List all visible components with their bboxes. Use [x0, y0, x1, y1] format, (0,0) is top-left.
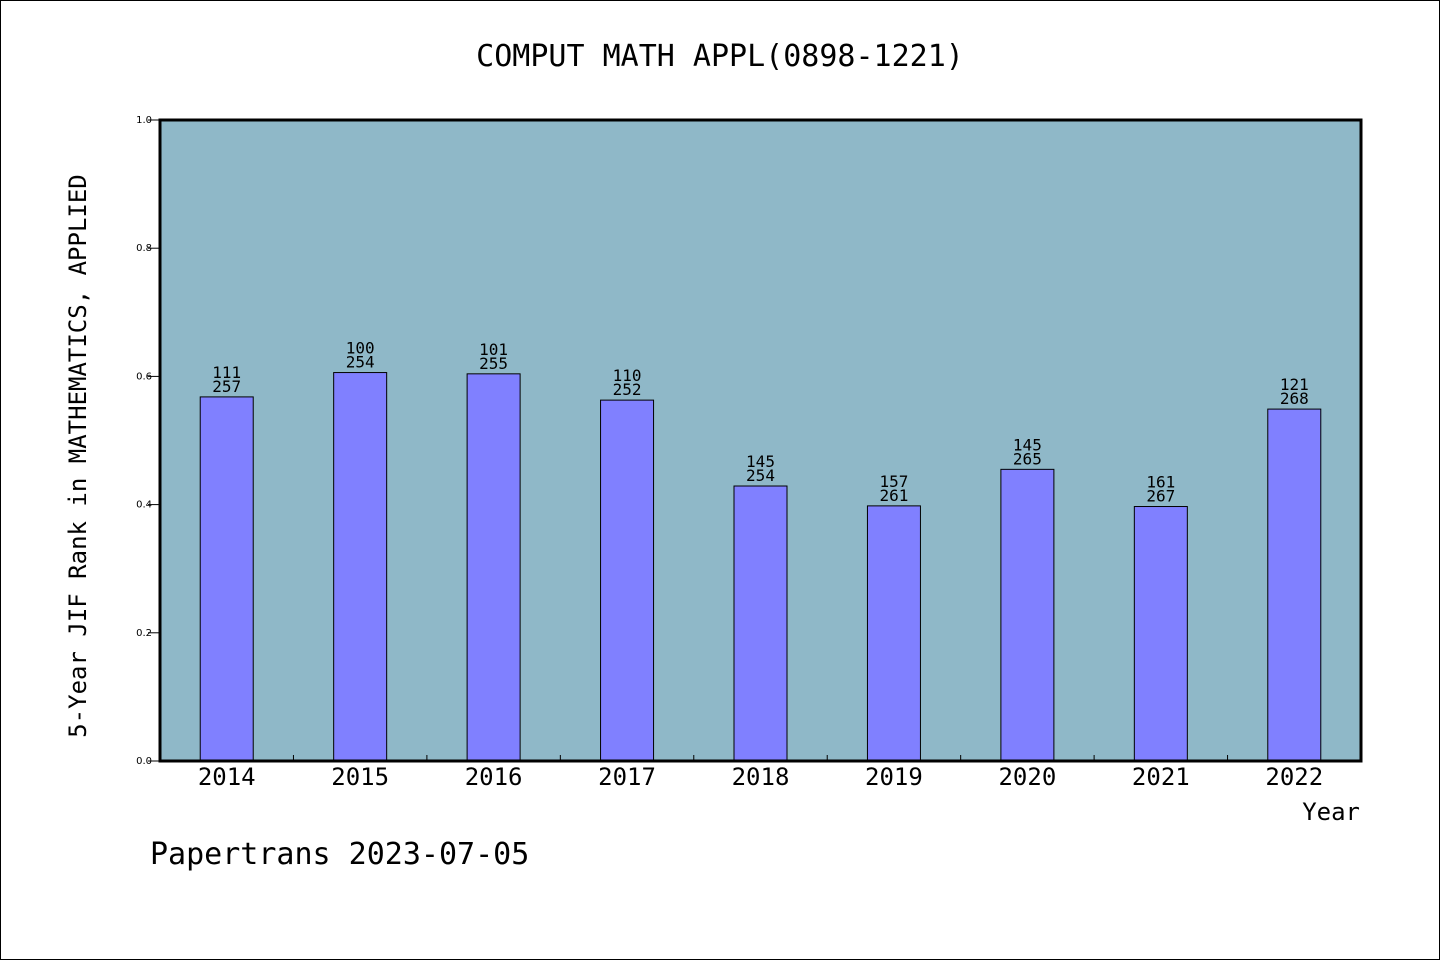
bar-total-label: 254: [746, 466, 775, 485]
bar-total-label: 267: [1146, 487, 1175, 506]
y-tick-label: 0.6: [136, 371, 152, 382]
x-tick-label: 2021: [1132, 763, 1190, 791]
bar-2018: [733, 485, 788, 762]
bar-total-label: 255: [479, 354, 508, 373]
bar-total-label: 252: [613, 380, 642, 399]
y-tick-label: 0.0: [136, 756, 152, 767]
bar-total-label: 257: [212, 377, 241, 396]
bar-rank-label: 111: [212, 363, 241, 382]
y-axis-label: 5-Year JIF Rank in MATHEMATICS, APPLIED: [64, 174, 92, 738]
bar-total-label: 265: [1013, 449, 1042, 468]
x-tick-label: 2018: [732, 763, 790, 791]
x-tick-label: 2017: [598, 763, 656, 791]
x-tick-label: 2014: [198, 763, 256, 791]
bar-2014: [199, 396, 254, 762]
bar-2015: [333, 372, 388, 762]
y-axis: 0.0 0.2 0.4 0.6 0.8 1.0: [136, 115, 160, 767]
bar-rank-label: 121: [1280, 375, 1309, 394]
x-axis: 2014 2015 2016 2017 2018 2019 2020 2021 2022: [198, 755, 1323, 791]
x-tick-label: 2022: [1265, 763, 1323, 791]
y-tick-label: 0.8: [136, 243, 152, 254]
bar-total-label: 254: [346, 353, 375, 372]
bar-rank-label: 157: [879, 472, 908, 491]
bar-rank-label: 161: [1146, 473, 1175, 492]
bar-series: [199, 372, 1322, 762]
footer-credit: Papertrans 2023-07-05: [150, 837, 529, 872]
x-tick-label: 2020: [998, 763, 1056, 791]
plot-border: [158, 118, 1363, 763]
x-tick-label: 2015: [331, 763, 389, 791]
bar-total-label: 268: [1280, 389, 1309, 408]
x-tick-label: 2016: [465, 763, 523, 791]
x-axis-label: Year: [1302, 798, 1360, 826]
y-tick-label: 0.4: [136, 500, 152, 511]
bar-rank-label: 110: [613, 366, 642, 385]
chart-title: COMPUT MATH APPL(0898-1221): [476, 39, 964, 74]
bar-rank-label: 100: [346, 339, 375, 358]
bar-2022: [1267, 408, 1322, 762]
bar-rank-label: 145: [1013, 435, 1042, 454]
bar-total-label: 261: [879, 486, 908, 505]
bar-2019: [866, 505, 921, 762]
bar-rank-label: 145: [746, 452, 775, 471]
bar-2017: [600, 399, 655, 762]
bar-rank-label: 101: [479, 340, 508, 359]
bar-2020: [1000, 468, 1055, 762]
y-tick-label: 0.2: [136, 628, 152, 639]
bar-2021: [1133, 506, 1188, 762]
bar-2016: [466, 373, 521, 762]
x-tick-label: 2019: [865, 763, 923, 791]
y-tick-label: 1.0: [136, 115, 152, 126]
